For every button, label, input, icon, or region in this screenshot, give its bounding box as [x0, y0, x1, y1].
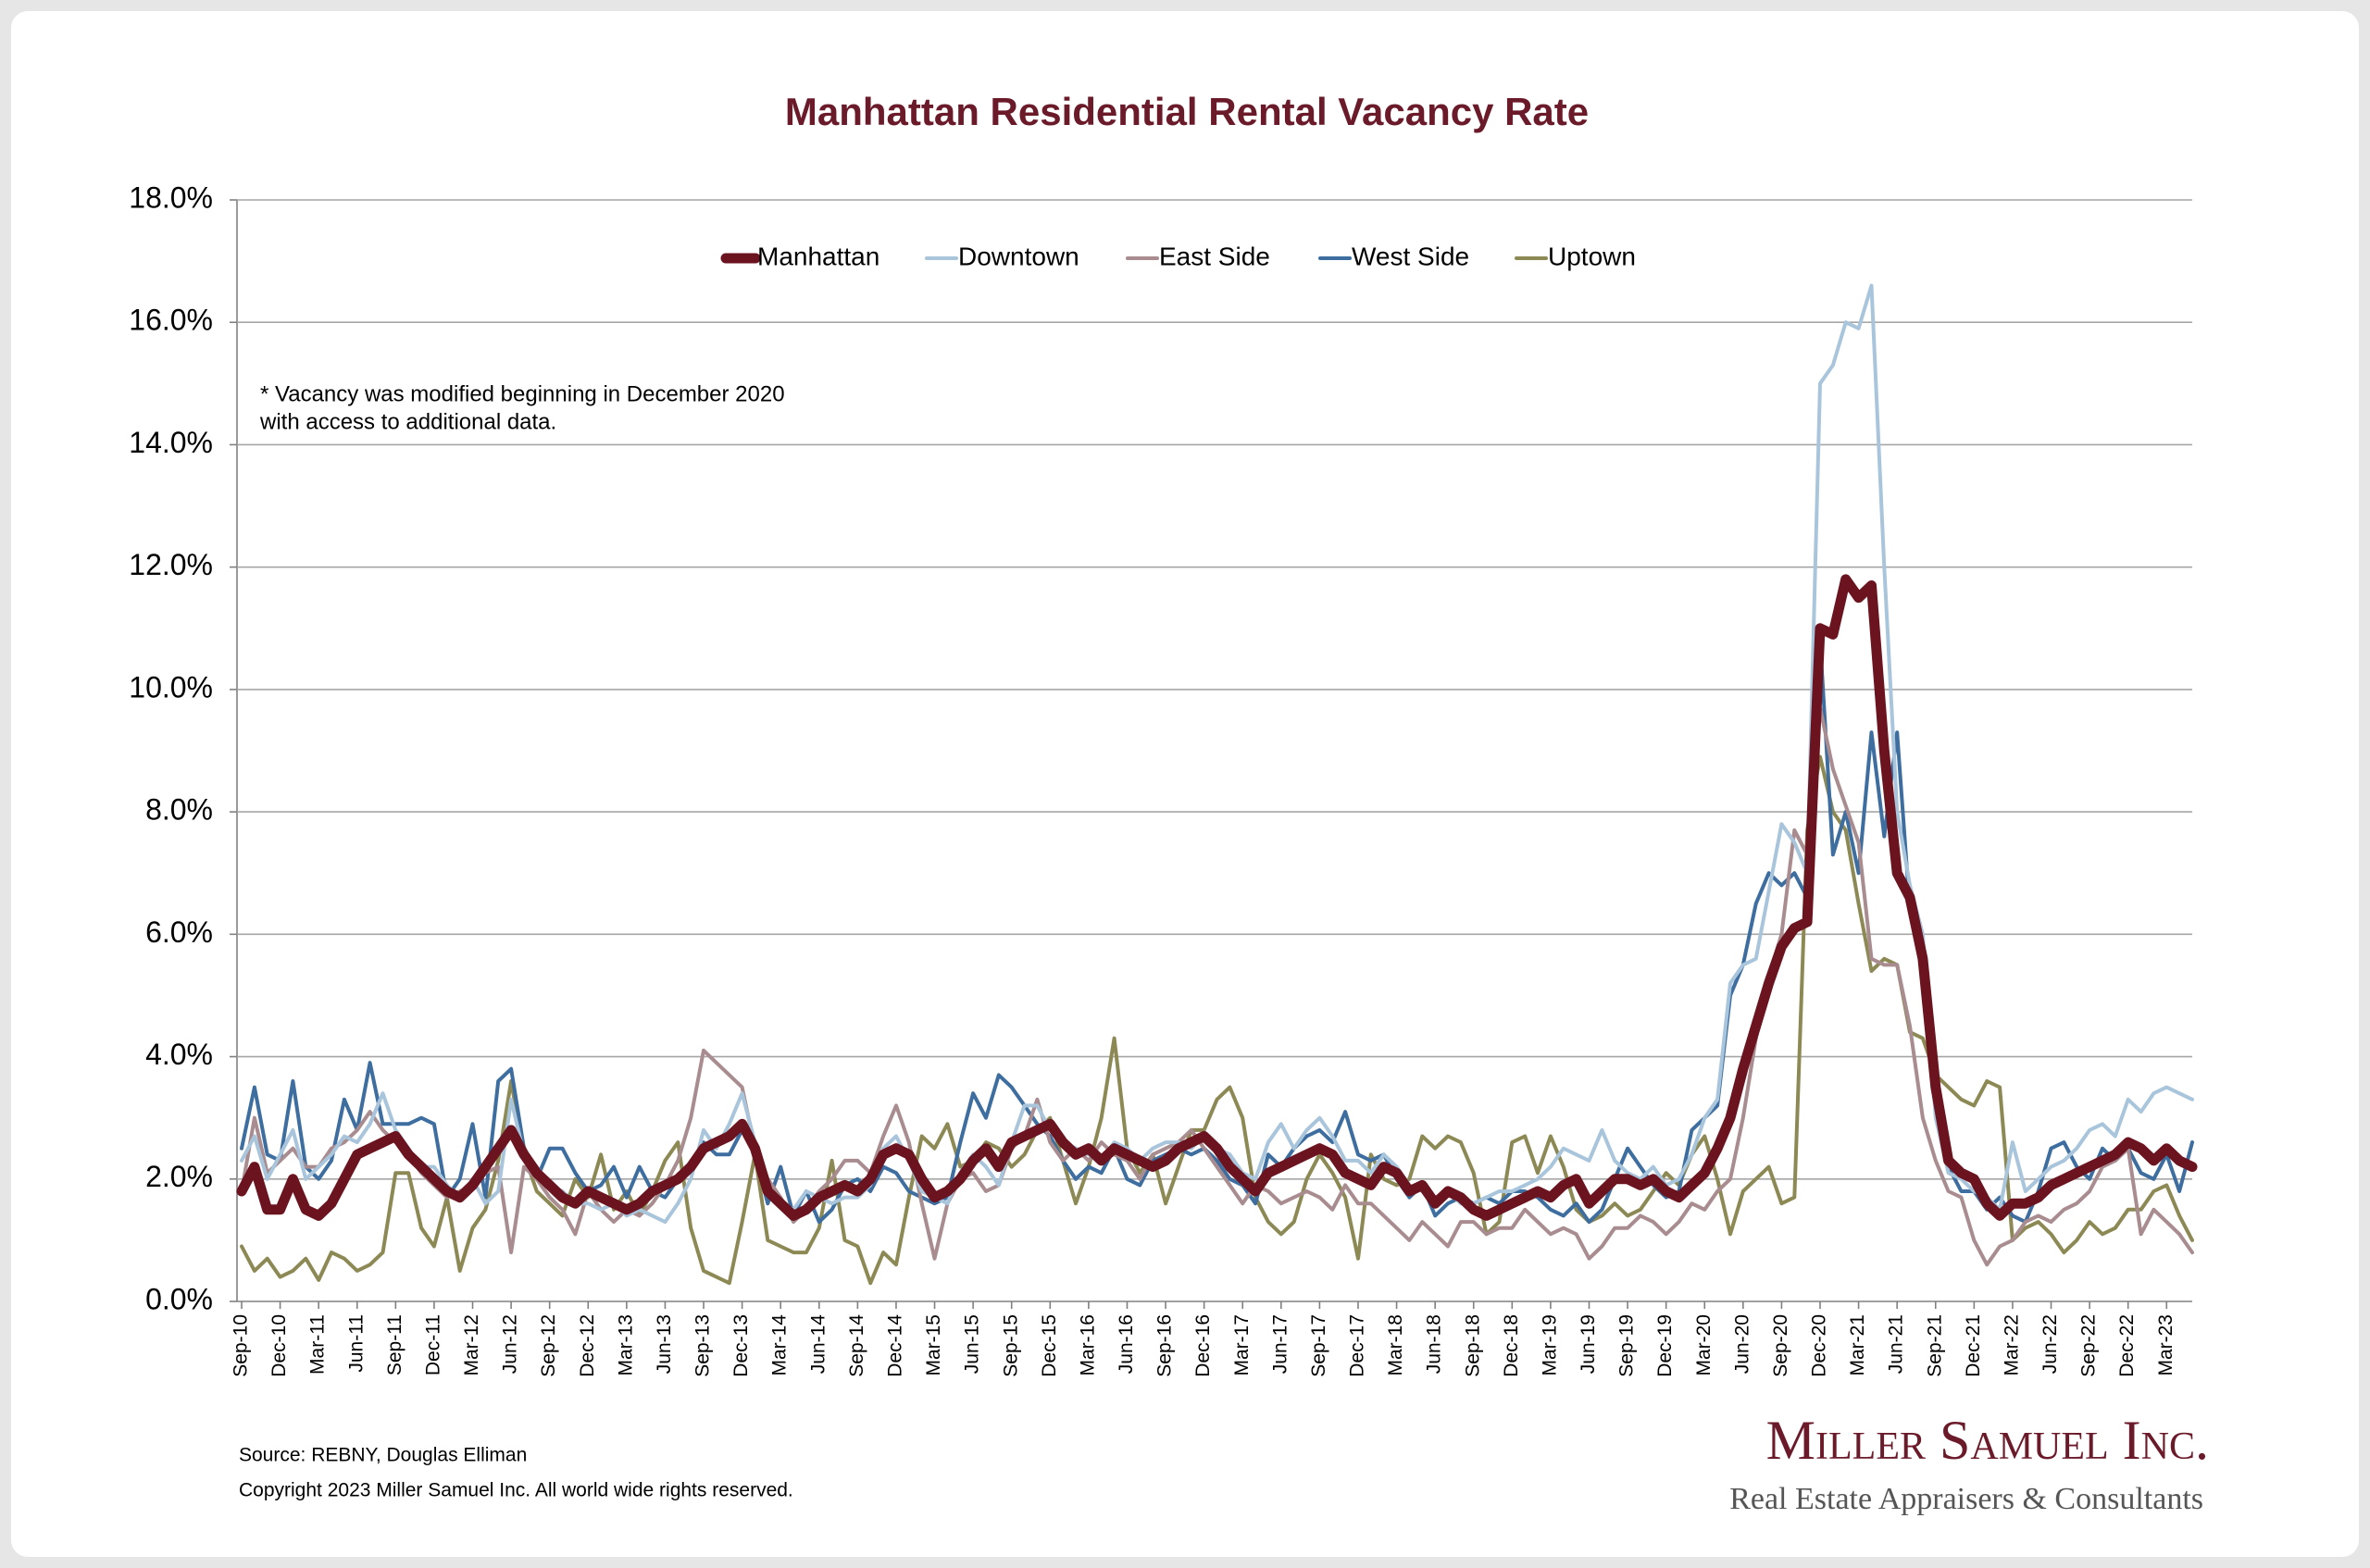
x-tick-label: Jun-17: [1269, 1314, 1291, 1374]
x-tick-label: Sep-12: [538, 1314, 559, 1377]
copyright: Copyright 2023 Miller Samuel Inc. All wo…: [239, 1480, 793, 1501]
source: Source: REBNY, Douglas Elliman: [239, 1445, 527, 1466]
x-tick-label: Jun-18: [1424, 1314, 1445, 1374]
x-tick-label: Mar-15: [923, 1314, 944, 1376]
x-tick-label: Jun-19: [1578, 1314, 1599, 1374]
x-tick-label: Sep-18: [1462, 1314, 1483, 1377]
legend-label: East Side: [1159, 242, 1270, 270]
legend-label: Downtown: [958, 242, 1079, 270]
x-tick-label: Sep-16: [1154, 1314, 1176, 1377]
x-tick-label: Dec-15: [1039, 1314, 1060, 1377]
x-tick-label: Sep-11: [384, 1314, 405, 1375]
y-tick-label: 18.0%: [129, 180, 213, 214]
x-tick-label: Jun-22: [2039, 1314, 2061, 1374]
y-tick-label: 16.0%: [129, 304, 213, 337]
x-tick-label: Dec-12: [577, 1314, 598, 1377]
x-tick-label: Dec-16: [1192, 1314, 1214, 1377]
x-tick-label: Jun-14: [807, 1314, 829, 1375]
legend-label: West Side: [1352, 242, 1469, 270]
chart-title: Manhattan Residential Rental Vacancy Rat…: [785, 90, 1589, 133]
x-tick-label: Mar-14: [769, 1314, 791, 1376]
x-tick-label: Mar-16: [1077, 1314, 1098, 1376]
x-tick-label: Sep-22: [2078, 1314, 2100, 1377]
x-tick-label: Mar-13: [615, 1314, 636, 1376]
x-tick-label: Sep-19: [1616, 1314, 1638, 1377]
x-tick-label: Dec-13: [730, 1314, 752, 1377]
x-tick-label: Mar-17: [1231, 1314, 1253, 1376]
x-tick-label: Dec-11: [422, 1314, 443, 1375]
x-tick-label: Jun-20: [1731, 1314, 1753, 1374]
y-tick-label: 14.0%: [129, 426, 213, 459]
x-tick-label: Sep-10: [231, 1314, 252, 1377]
x-tick-label: Jun-21: [1886, 1314, 1907, 1374]
x-tick-label: Dec-21: [1963, 1314, 1984, 1377]
x-tick-label: Sep-20: [1770, 1314, 1791, 1377]
x-tick-label: Jun-11: [345, 1314, 367, 1373]
x-tick-label: Sep-21: [1924, 1314, 1945, 1377]
x-tick-label: Mar-20: [1693, 1314, 1715, 1376]
x-tick-label: Mar-11: [307, 1314, 329, 1375]
legend-label: Uptown: [1548, 242, 1636, 270]
x-tick-label: Jun-15: [962, 1314, 983, 1374]
series-line: [240, 639, 2194, 1225]
series-line: [240, 705, 2194, 1267]
x-tick-label: Dec-20: [1809, 1314, 1830, 1377]
x-tick-label: Dec-18: [1501, 1314, 1522, 1377]
x-tick-label: Dec-17: [1347, 1314, 1368, 1377]
x-tick-label: Sep-15: [1000, 1314, 1021, 1377]
legend-label: Manhattan: [757, 242, 879, 270]
y-tick-label: 2.0%: [145, 1160, 213, 1193]
x-tick-label: Dec-14: [885, 1314, 906, 1377]
x-tick-label: Mar-12: [461, 1314, 482, 1376]
x-tick-label: Mar-19: [1539, 1314, 1560, 1376]
note-line: with access to additional data.: [259, 409, 556, 434]
x-tick-label: Jun-16: [1116, 1314, 1137, 1374]
x-tick-label: Jun-12: [500, 1314, 521, 1374]
series-line: [236, 574, 2198, 1221]
x-tick-label: Mar-18: [1385, 1314, 1406, 1376]
x-tick-label: Mar-22: [2001, 1314, 2022, 1376]
x-tick-label: Sep-14: [846, 1314, 867, 1377]
y-tick-label: 0.0%: [145, 1282, 213, 1315]
y-tick-label: 4.0%: [145, 1038, 213, 1071]
x-tick-label: Dec-19: [1654, 1314, 1676, 1377]
x-tick-label: Mar-23: [2155, 1314, 2177, 1376]
logo-name: Miller Samuel Inc.: [1766, 1410, 2209, 1471]
y-tick-label: 8.0%: [145, 793, 213, 827]
y-tick-label: 10.0%: [129, 670, 213, 703]
note-line: * Vacancy was modified beginning in Dece…: [260, 381, 785, 406]
y-tick-label: 12.0%: [129, 548, 213, 581]
x-tick-label: Dec-22: [2116, 1314, 2138, 1377]
x-tick-label: Sep-17: [1308, 1314, 1329, 1377]
x-tick-label: Dec-10: [268, 1314, 290, 1377]
x-tick-label: Jun-13: [654, 1314, 675, 1374]
y-tick-label: 6.0%: [145, 915, 213, 949]
x-tick-label: Sep-13: [692, 1314, 714, 1377]
logo-tagline: Real Estate Appraisers & Consultants: [1729, 1482, 2203, 1516]
x-tick-label: Mar-21: [1847, 1314, 1868, 1376]
